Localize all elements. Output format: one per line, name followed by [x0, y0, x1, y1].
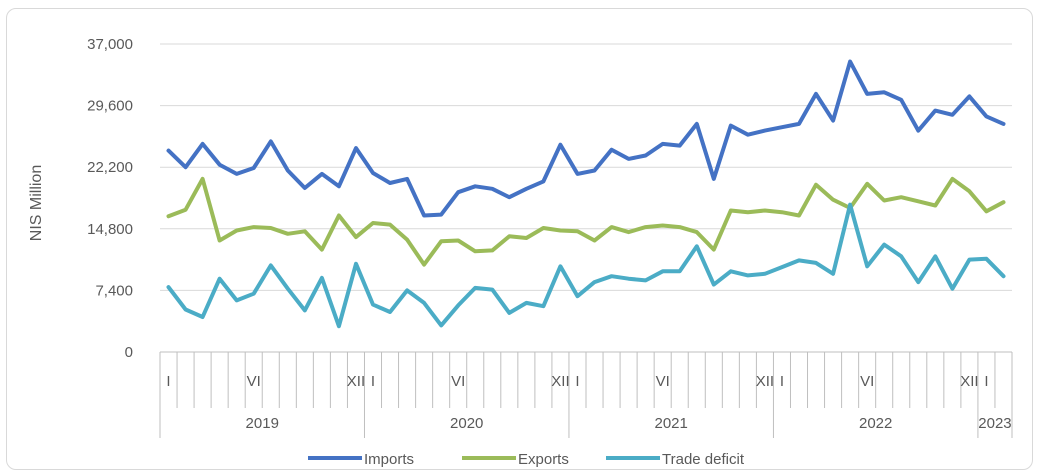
month-label: XII	[960, 373, 978, 390]
month-label: XII	[347, 373, 365, 390]
series-lines	[166, 59, 1006, 329]
month-label: I	[984, 373, 988, 390]
year-label: 2022	[859, 415, 892, 432]
month-label: I	[575, 373, 579, 390]
y-tick-label: 14,800	[87, 221, 133, 238]
year-label: 2023	[978, 415, 1011, 432]
month-label: VI	[247, 373, 261, 390]
legend-label: Exports	[518, 451, 569, 468]
month-label: VI	[656, 373, 670, 390]
month-label: VI	[860, 373, 874, 390]
legend-label: Imports	[364, 451, 414, 468]
legend: Imports Exports Trade deficit	[308, 451, 745, 468]
year-label: 2020	[450, 415, 483, 432]
month-label: I	[780, 373, 784, 390]
month-label: I	[371, 373, 375, 390]
series-line-trade-deficit	[166, 202, 1006, 329]
y-tick-label: 37,000	[87, 36, 133, 53]
y-axis-label: NIS Million	[28, 165, 45, 241]
month-label: XII	[551, 373, 569, 390]
month-label: XII	[756, 373, 774, 390]
y-tick-label: 7,400	[95, 282, 133, 299]
y-axis-ticks: 0 7,400 14,800 22,200 29,600 37,000	[87, 36, 133, 361]
month-label: I	[166, 373, 170, 390]
year-label: 2019	[246, 415, 279, 432]
x-axis: 2019 2020 2021 2022 2023 I VI XII I VI XII I VI XII I V…	[159, 351, 1013, 438]
legend-label: Trade deficit	[662, 451, 745, 468]
month-label: VI	[451, 373, 465, 390]
series-line-imports	[166, 59, 1006, 218]
y-tick-label: 29,600	[87, 98, 133, 115]
y-tick-label: 22,200	[87, 159, 133, 176]
gridlines	[160, 43, 1012, 291]
y-tick-label: 0	[125, 344, 133, 361]
series-line-exports	[166, 176, 1006, 267]
year-label: 2021	[655, 415, 688, 432]
